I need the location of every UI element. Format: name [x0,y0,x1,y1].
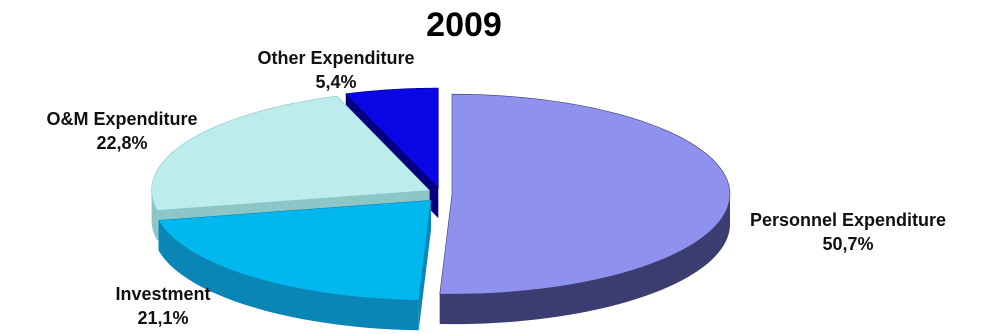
pie-slices [151,87,731,331]
slice-investment-wall-start [418,200,431,331]
slice-label-om: O&M Expenditure [46,109,197,129]
slice-investment-top [158,200,432,301]
slice-value-om: 22,8% [96,133,147,153]
chart-title: 2009 [426,6,502,44]
slice-personnel-rim [439,194,730,325]
slice-value-investment: 21,1% [137,308,188,328]
slice-personnel [439,93,731,325]
slice-label-personnel: Personnel Expenditure [750,210,946,230]
slice-personnel-top [439,93,731,295]
slice-om-rim [151,190,158,241]
slice-value-personnel: 50,7% [822,234,873,254]
slice-investment-rim [158,220,419,331]
slice-investment [158,200,432,331]
slice-other-top [345,87,439,189]
slice-value-other: 5,4% [315,72,356,92]
slice-label-other: Other Expenditure [257,48,414,68]
slice-om-top [151,95,431,211]
legend-labels: Other Expenditure 5,4% O&M Expenditure 2… [46,48,946,328]
slice-label-investment: Investment [115,284,210,304]
